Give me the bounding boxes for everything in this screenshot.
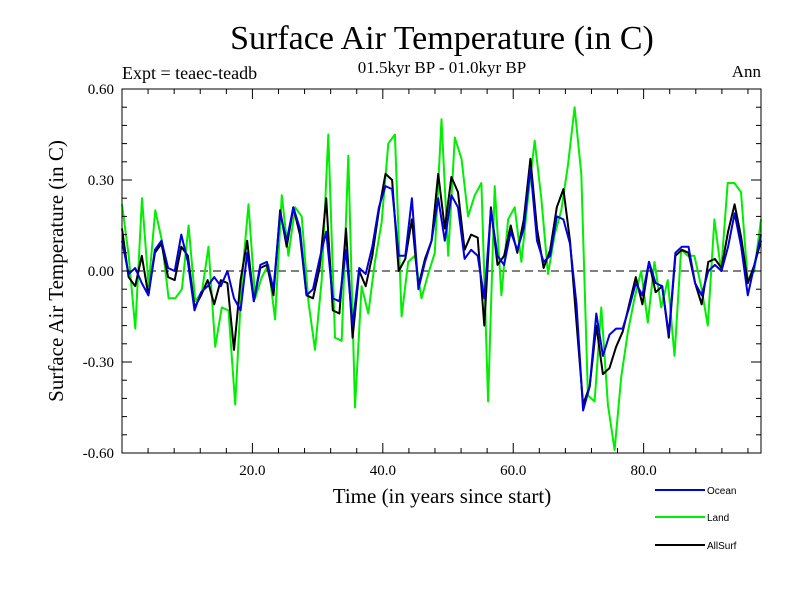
x-tick-label: 60.0: [500, 463, 526, 479]
x-tick-label: 20.0: [239, 463, 265, 479]
series-line-allsurf: [121, 157, 762, 406]
plot-area: [121, 88, 762, 454]
x-axis-label: Time (in years since start): [333, 484, 552, 508]
chart-title: Surface Air Temperature (in C): [230, 20, 654, 57]
legend-label-ocean: Ocean: [707, 486, 736, 497]
y-tick-labels: 0.60 0.30 0.00 -0.30 -0.60: [83, 82, 114, 462]
y-tick-label: 0.00: [88, 264, 114, 280]
y-tick-label: 0.60: [88, 82, 114, 98]
y-tick-label: -0.60: [83, 446, 114, 462]
experiment-label: Expt = teaec-teadb: [122, 63, 257, 83]
x-tick-labels: 20.0 40.0 60.0 80.0: [239, 463, 656, 479]
y-tick-label: -0.30: [83, 355, 114, 371]
legend-label-allsurf: AllSurf: [707, 541, 737, 552]
x-tick-label: 80.0: [631, 463, 657, 479]
season-label: Ann: [732, 62, 762, 81]
series-line-land: [121, 106, 762, 451]
legend-label-land: Land: [707, 513, 729, 524]
y-axis-label: Surface Air Temperature (in C): [44, 140, 68, 402]
y-tick-label: 0.30: [88, 173, 114, 189]
x-tick-label: 40.0: [370, 463, 396, 479]
legend: Ocean Land AllSurf: [655, 486, 737, 552]
series-line-ocean: [121, 166, 762, 412]
chart-subtitle: 01.5kyr BP - 01.0kyr BP: [358, 58, 526, 77]
